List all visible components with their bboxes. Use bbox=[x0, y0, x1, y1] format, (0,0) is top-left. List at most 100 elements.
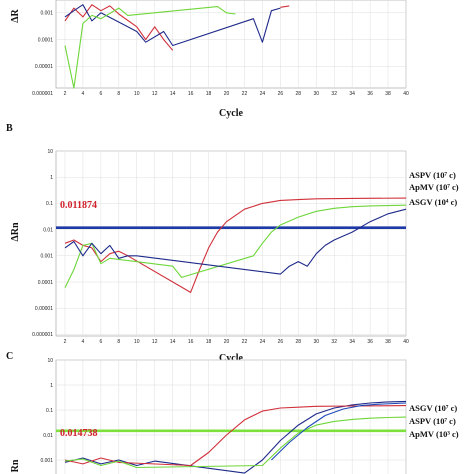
x-tick-label: 16 bbox=[188, 91, 194, 97]
panel-b: B 10 1 0.1 0.01 0.001 0.0001 0.00001 0.000001 2… bbox=[6, 123, 459, 364]
y-tick-label: 10 bbox=[47, 358, 53, 364]
series-line-a-0 bbox=[64, 4, 174, 51]
panel-a-x-axis-title: Cycle bbox=[219, 108, 243, 119]
y-tick-label: 1 bbox=[50, 383, 53, 389]
x-tick-label: 14 bbox=[170, 339, 176, 345]
series-line-b-1 bbox=[64, 204, 407, 289]
x-tick-label: 4 bbox=[82, 339, 85, 345]
panel-a-y-ticks: 0.001 0.0001 0.00001 0.000001 bbox=[32, 11, 53, 97]
x-tick-label: 26 bbox=[278, 339, 284, 345]
panel-b-plot-area bbox=[55, 150, 407, 337]
panel-c-series bbox=[64, 400, 407, 474]
y-tick-label: 0.0001 bbox=[38, 37, 54, 43]
x-tick-label: 40 bbox=[403, 91, 409, 97]
x-tick-label: 24 bbox=[260, 91, 266, 97]
y-tick-label: 10 bbox=[47, 149, 53, 155]
panel-c-threshold-label: 0.014738 bbox=[60, 428, 98, 439]
y-tick-label: 0.01 bbox=[43, 227, 53, 233]
series-line-c-1 bbox=[64, 405, 407, 467]
y-tick-label: 0.000001 bbox=[32, 332, 53, 338]
x-tick-label: 14 bbox=[170, 91, 176, 97]
panel-b-series bbox=[64, 197, 407, 293]
panel-a-series bbox=[64, 4, 290, 89]
panel-c-y-ticks: 10 1 0.1 0.01 0.001 bbox=[40, 358, 53, 464]
x-tick-label: 8 bbox=[117, 91, 120, 97]
panel-c-plot-area bbox=[55, 359, 407, 474]
x-tick-label: 18 bbox=[206, 91, 212, 97]
panel-c-letter: C bbox=[6, 351, 13, 362]
panel-b-legend-asgv: ASGV (10⁴ c) bbox=[409, 197, 457, 207]
panel-a-x-ticks: 2 4 6 8 10 12 14 16 18 20 22 24 26 28 30 32 34 36 38 40 bbox=[64, 91, 409, 97]
x-tick-label: 6 bbox=[99, 91, 102, 97]
series-line-a-2 bbox=[64, 6, 236, 89]
y-tick-label: 1 bbox=[50, 175, 53, 181]
panel-c-grid bbox=[56, 359, 407, 474]
panel-b-letter: B bbox=[6, 123, 13, 134]
panel-b-legend-apmv: ApMV (10⁷ c) bbox=[409, 182, 459, 192]
y-tick-label: 0.1 bbox=[46, 408, 53, 414]
x-tick-label: 32 bbox=[331, 339, 337, 345]
panel-c-legend-asgv: ASGV (10⁷ c) bbox=[409, 403, 457, 413]
panel-c-y-axis-title: Rn bbox=[10, 459, 21, 472]
panel-c-legend-apmv: ApMV (10³ c) bbox=[409, 429, 459, 439]
x-tick-label: 2 bbox=[64, 91, 67, 97]
x-tick-label: 38 bbox=[385, 339, 391, 345]
x-tick-label: 12 bbox=[152, 91, 158, 97]
panel-c-legend-aspv: ASPV (10⁷ c) bbox=[409, 416, 456, 426]
x-tick-label: 24 bbox=[260, 339, 266, 345]
series-line-b-2 bbox=[64, 208, 407, 275]
series-line-c-0 bbox=[64, 400, 407, 474]
panel-b-y-ticks: 10 1 0.1 0.01 0.001 0.0001 0.00001 0.000001 bbox=[32, 149, 53, 338]
y-tick-label: 0.1 bbox=[46, 201, 53, 207]
series-line-b-0 bbox=[64, 197, 407, 293]
panel-a-plot-area bbox=[55, 0, 407, 89]
x-tick-label: 8 bbox=[117, 339, 120, 345]
x-tick-label: 30 bbox=[313, 91, 319, 97]
y-tick-label: 0.000001 bbox=[32, 91, 53, 97]
x-tick-label: 4 bbox=[82, 91, 85, 97]
x-tick-label: 36 bbox=[367, 91, 373, 97]
x-tick-label: 38 bbox=[385, 91, 391, 97]
x-tick-label: 26 bbox=[278, 91, 284, 97]
y-tick-label: 0.001 bbox=[40, 458, 53, 464]
series-line-c-3 bbox=[271, 402, 407, 461]
x-tick-label: 22 bbox=[242, 91, 248, 97]
x-tick-label: 16 bbox=[188, 339, 194, 345]
y-tick-label: 0.001 bbox=[40, 11, 53, 17]
y-tick-label: 0.001 bbox=[40, 254, 53, 260]
x-tick-label: 10 bbox=[134, 339, 140, 345]
x-tick-label: 12 bbox=[152, 339, 158, 345]
x-tick-label: 28 bbox=[296, 339, 302, 345]
x-tick-label: 30 bbox=[313, 339, 319, 345]
x-tick-label: 34 bbox=[349, 91, 355, 97]
x-tick-label: 18 bbox=[206, 339, 212, 345]
panel-b-threshold-label: 0.011874 bbox=[60, 200, 97, 211]
x-tick-label: 34 bbox=[349, 339, 355, 345]
series-line-a-3 bbox=[280, 5, 290, 8]
series-line-c-2 bbox=[64, 416, 407, 469]
panel-b-x-axis-title: Cycle bbox=[219, 353, 243, 364]
y-tick-label: 0.0001 bbox=[38, 280, 54, 286]
panel-b-x-ticks: 2 4 6 8 10 12 14 16 18 20 22 24 26 28 30 32 34 36 38 40 bbox=[64, 339, 409, 345]
x-tick-label: 20 bbox=[224, 339, 230, 345]
x-tick-label: 20 bbox=[224, 91, 230, 97]
x-tick-label: 2 bbox=[64, 339, 67, 345]
x-tick-label: 28 bbox=[296, 91, 302, 97]
panel-a-y-axis-title: ΔR bbox=[10, 8, 21, 22]
x-tick-label: 36 bbox=[367, 339, 373, 345]
y-tick-label: 0.00001 bbox=[35, 306, 53, 312]
x-tick-label: 40 bbox=[403, 339, 409, 345]
y-tick-label: 0.00001 bbox=[35, 64, 53, 70]
panel-a-grid bbox=[56, 0, 407, 88]
series-line-a-1 bbox=[64, 4, 281, 47]
x-tick-label: 10 bbox=[134, 91, 140, 97]
x-tick-label: 22 bbox=[242, 339, 248, 345]
x-tick-label: 6 bbox=[99, 339, 102, 345]
panel-b-y-axis-title: ΔRn bbox=[10, 222, 21, 241]
x-tick-label: 32 bbox=[331, 91, 337, 97]
panel-b-legend-aspv: ASPV (10⁷ c) bbox=[409, 170, 456, 180]
y-tick-label: 0.01 bbox=[43, 433, 53, 439]
